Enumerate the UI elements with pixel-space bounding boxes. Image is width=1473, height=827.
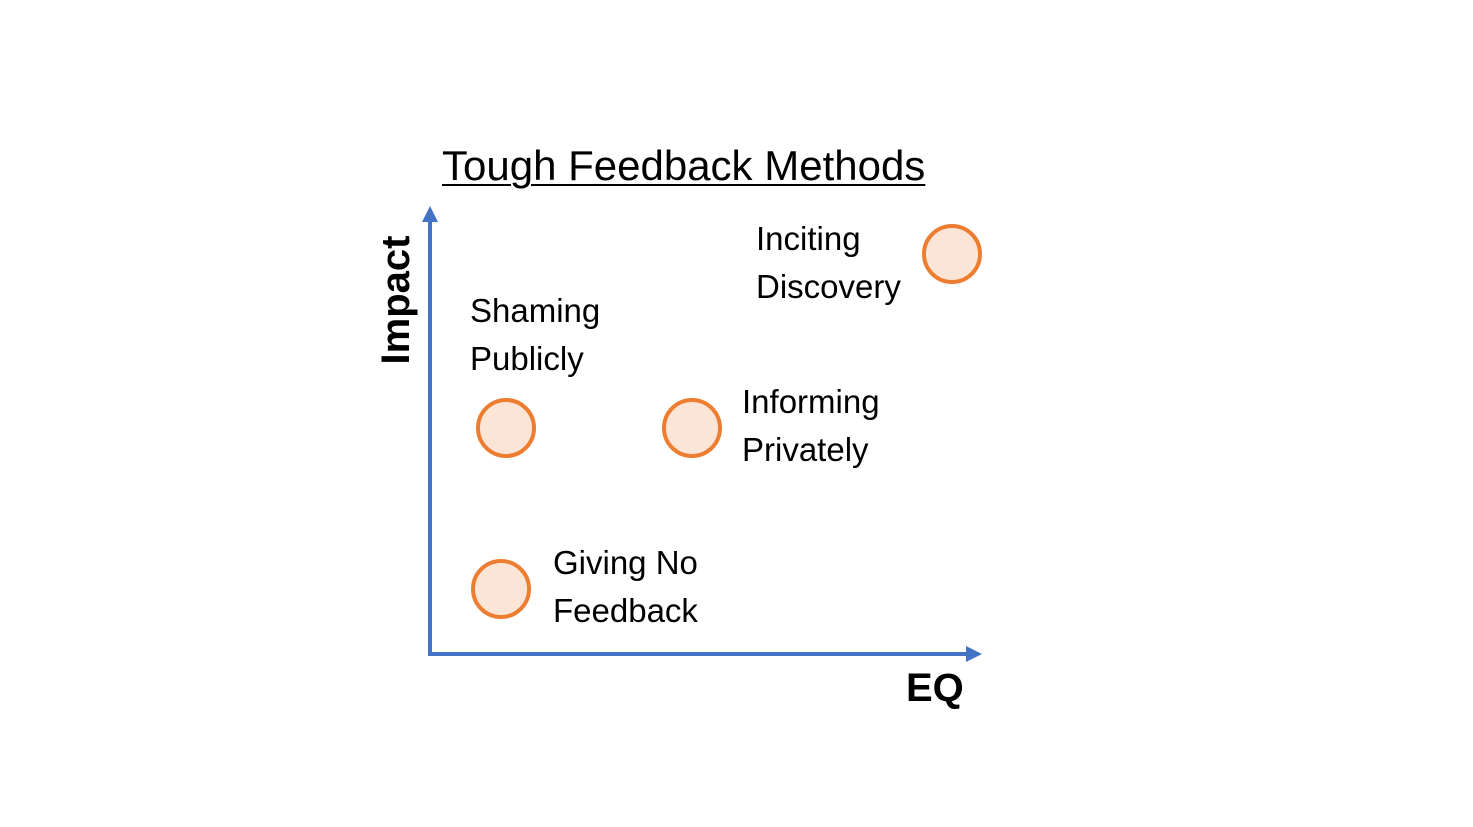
label-inciting-discovery: Inciting Discovery (756, 215, 901, 311)
label-line: Giving No (553, 544, 698, 581)
marker-inciting-discovery (922, 224, 982, 284)
label-line: Discovery (756, 268, 901, 305)
label-line: Publicly (470, 340, 584, 377)
diagram-title: Tough Feedback Methods (442, 142, 926, 189)
label-line: Informing (742, 383, 880, 420)
label-informing-privately: Informing Privately (742, 378, 880, 474)
label-line: Privately (742, 431, 869, 468)
marker-informing-privately (662, 398, 722, 458)
marker-giving-no-feedback (471, 559, 531, 619)
label-line: Shaming (470, 292, 601, 329)
x-axis-arrowhead (966, 646, 982, 662)
label-line: Feedback (553, 592, 698, 629)
label-giving-no-feedback: Giving No Feedback (553, 539, 698, 635)
y-axis-arrowhead (422, 206, 438, 222)
label-shaming-publicly: Shaming Publicly (470, 287, 600, 383)
x-axis-label: EQ (906, 666, 964, 710)
marker-shaming-publicly (476, 398, 536, 458)
y-axis-label: Impact (374, 235, 418, 365)
label-line: Inciting (756, 220, 861, 257)
